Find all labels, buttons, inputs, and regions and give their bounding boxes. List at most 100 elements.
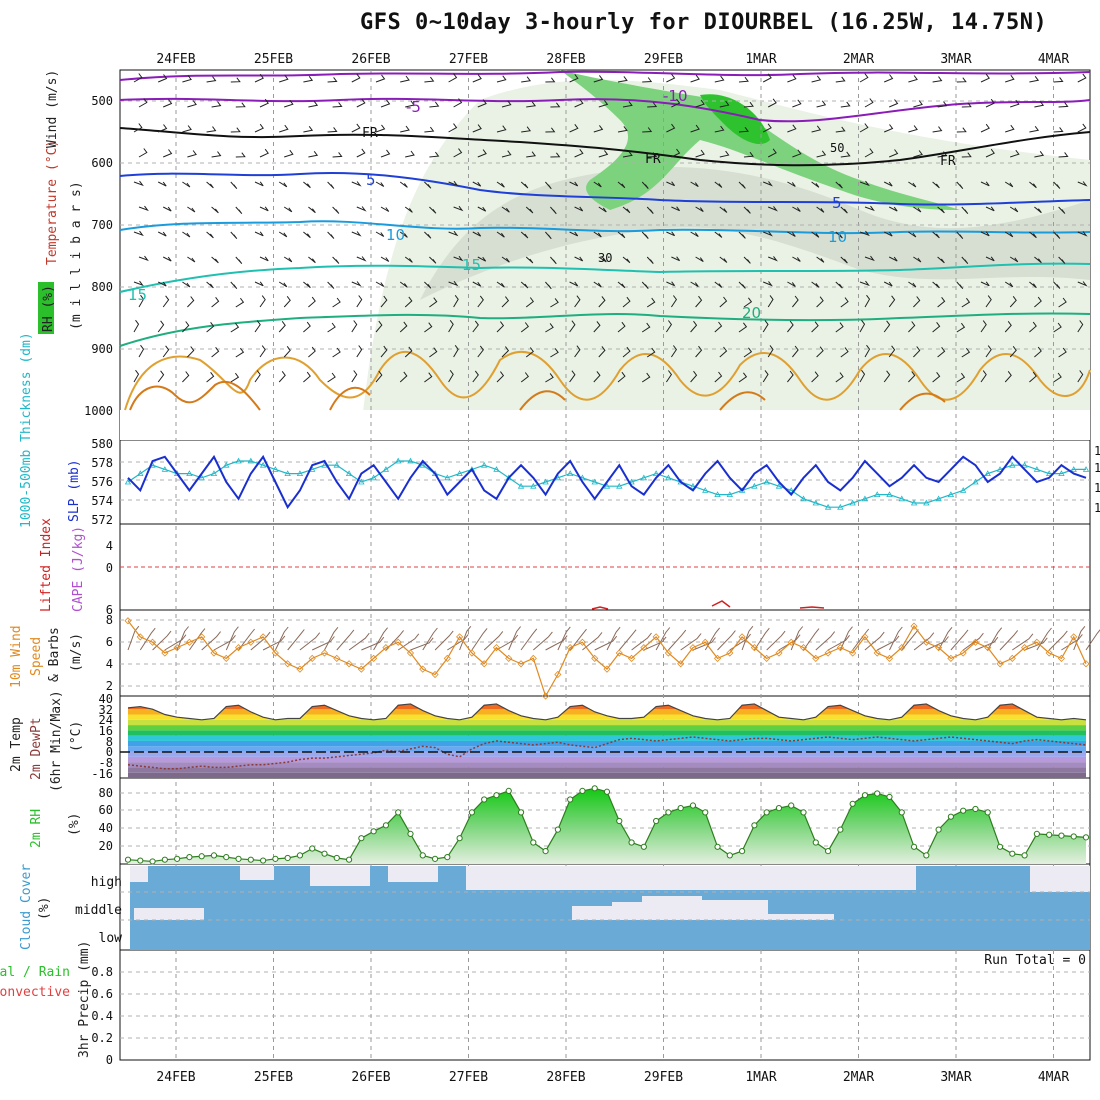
rh-point-59 (849, 800, 856, 807)
wind-barb-108 (835, 126, 846, 133)
temp-tick-16: 16 (99, 724, 113, 738)
wind-barb-259 (666, 231, 675, 237)
rh-point-46 (689, 802, 697, 809)
wind-barb-221 (695, 206, 704, 213)
rh-point-38 (591, 785, 598, 792)
wind-barb-178 (617, 181, 626, 189)
date-label-top-2MAR: 2MAR (843, 52, 874, 67)
wind-barb-28 (811, 75, 822, 83)
wind10-tick-6: 6 (106, 635, 113, 649)
wind-barb-394 (1058, 297, 1067, 308)
temp-band-4 (128, 751, 1086, 757)
wind-barb-382 (767, 295, 774, 308)
wind10-point-29 (480, 660, 488, 668)
wind10-barb-9 (238, 628, 255, 651)
rh-point-76 (1058, 832, 1065, 839)
wind10-barb-2 (152, 630, 172, 651)
wind-barb-326 (375, 281, 385, 287)
wind-barb-235 (1034, 206, 1042, 214)
wind-barb-436 (162, 345, 170, 358)
wind-barb-167 (351, 181, 362, 187)
rh-point-13 (284, 854, 291, 862)
wind10-barb-62 (889, 626, 903, 651)
wind-barb-448 (453, 345, 459, 358)
wind-barb-261 (714, 231, 723, 238)
wind-barb-499 (738, 372, 748, 383)
wind-barb-331 (496, 281, 505, 288)
contour-label-fr-3: FR (940, 154, 956, 169)
wind10-barb-67 (950, 629, 969, 651)
wind-barb-0 (133, 73, 143, 83)
temperature-color-bands (128, 703, 1086, 778)
wind10-barb-77 (1073, 625, 1086, 651)
rh-point-74 (1033, 830, 1040, 838)
wind10-barb-78 (1085, 629, 1100, 651)
wind-barb-309 (913, 256, 922, 263)
wind-barb-241 (230, 231, 238, 240)
wind-barb-242 (254, 231, 264, 237)
wind-barb-128 (356, 148, 366, 158)
rh-tick-40: 40 (99, 821, 113, 835)
wind-barb-152 (937, 151, 948, 158)
wind10-barb-28 (471, 628, 488, 651)
wind10-point-49 (726, 649, 734, 657)
wind10-point-46 (689, 644, 697, 652)
wind-barb-488 (472, 370, 479, 383)
cloud-level-middle: middle (75, 903, 122, 918)
wind-barb-403 (327, 322, 336, 333)
thickness-point-66 (935, 495, 942, 502)
wind10-barb-48 (717, 630, 736, 651)
wind10-barb-30 (496, 634, 519, 651)
rh-point-68 (960, 807, 967, 814)
wind-barb-492 (569, 370, 576, 383)
pressure-tick-700: 700 (91, 218, 113, 232)
wind-barb-357 (162, 295, 170, 308)
wind-barb-194 (1004, 181, 1014, 188)
wind-barb-404 (351, 320, 358, 333)
wind-barb-245 (327, 231, 335, 239)
cloud-high-gap-a (130, 866, 148, 882)
rh-point-22 (395, 809, 402, 816)
wind-barb-87 (327, 127, 338, 133)
wind-barb-68 (816, 100, 827, 108)
wind-barb-169 (399, 181, 408, 188)
contour-label-10-b: 10 (828, 228, 847, 246)
wind-barb-441 (283, 346, 291, 358)
wind10-point-74 (1033, 638, 1041, 646)
cloud-high-gap-f (1030, 866, 1090, 892)
wind10-point-6 (198, 633, 206, 641)
rh-point-40 (616, 817, 623, 825)
wind-barb-263 (763, 231, 773, 237)
wind-barb-265 (811, 231, 820, 238)
wind-barb-207 (356, 206, 367, 212)
wind-barb-285 (332, 256, 340, 264)
date-label-bottom-29FEB: 29FEB (644, 1070, 683, 1085)
wind-barb-446 (404, 346, 413, 358)
date-label-bottom-25FEB: 25FEB (254, 1070, 293, 1085)
wind10-barb-45 (680, 633, 702, 651)
rh-point-44 (665, 809, 672, 816)
wind10-barb-19 (361, 636, 385, 651)
temp-tick-40: 40 (99, 692, 113, 706)
wind10-point-27 (456, 633, 464, 641)
wind-barb-21 (642, 77, 653, 83)
wind-barb-345 (835, 281, 843, 289)
rh-point-6 (198, 853, 205, 860)
wind-barb-333 (545, 281, 552, 290)
wind-barb-322 (278, 281, 288, 288)
wind-barb-226 (816, 206, 825, 213)
ylabel-temperature: Temperature (°C) (45, 140, 60, 265)
wind-barb-173 (496, 181, 505, 188)
wind10-barb-18 (348, 632, 370, 651)
thickness-point-73 (1021, 461, 1028, 468)
wind10-point-37 (578, 638, 587, 646)
temp-band-3 (128, 756, 1086, 763)
rh-point-37 (579, 787, 586, 795)
wind10-point-69 (971, 638, 980, 646)
wind-barb-350 (956, 281, 964, 290)
li-mark-1 (591, 606, 609, 610)
wind-barb-370 (477, 295, 484, 308)
wind-barb-374 (574, 295, 581, 308)
thickness-point-18 (345, 470, 353, 476)
wind-barb-485 (399, 371, 408, 383)
